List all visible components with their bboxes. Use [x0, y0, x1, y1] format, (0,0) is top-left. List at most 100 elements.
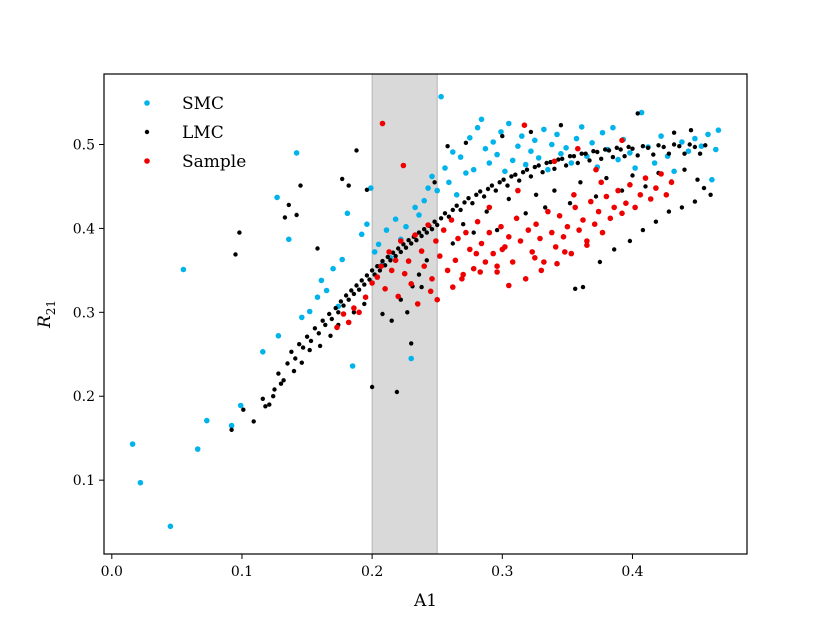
data-point-smc	[403, 223, 409, 230]
data-point-smc	[558, 150, 564, 157]
data-point-sample	[414, 301, 421, 307]
data-point-smc	[709, 176, 715, 183]
data-point-lmc	[312, 326, 318, 331]
data-point-lmc	[343, 293, 349, 298]
data-point-lmc	[281, 378, 286, 383]
data-point-sample	[437, 253, 443, 259]
data-point-sample	[444, 267, 451, 274]
data-point-lmc	[533, 192, 539, 197]
data-point-smc	[318, 277, 325, 284]
data-point-lmc	[300, 345, 306, 350]
data-point-smc	[478, 116, 485, 123]
data-point-lmc	[556, 157, 561, 162]
data-point-lmc	[458, 207, 463, 213]
data-point-smc	[421, 197, 428, 204]
data-point-lmc	[429, 227, 435, 232]
data-point-lmc	[286, 202, 291, 208]
data-point-lmc	[267, 402, 272, 407]
data-point-smc	[568, 160, 575, 166]
data-point-sample	[632, 204, 638, 211]
data-point-sample	[619, 210, 625, 217]
plot-frame	[103, 73, 748, 555]
data-point-sample	[588, 198, 594, 205]
data-point-lmc	[362, 282, 367, 287]
data-point-smc	[578, 124, 585, 130]
data-point-smc	[502, 168, 508, 175]
data-point-smc	[228, 422, 235, 429]
data-point-lmc	[484, 209, 489, 214]
data-point-lmc	[276, 371, 281, 376]
legend-label-smc: SMC	[182, 94, 224, 114]
data-point-lmc	[612, 247, 617, 252]
data-point-sample	[425, 222, 431, 228]
data-point-sample	[568, 250, 575, 257]
data-point-lmc	[687, 142, 692, 147]
data-point-smc	[522, 161, 529, 168]
data-point-sample	[455, 235, 461, 242]
data-point-lmc	[471, 230, 476, 235]
data-point-lmc	[438, 216, 444, 221]
data-point-sample	[513, 215, 520, 222]
data-point-sample	[517, 238, 524, 244]
data-point-lmc	[340, 176, 345, 182]
data-point-smc	[349, 363, 356, 369]
data-point-sample	[463, 229, 469, 236]
data-point-lmc	[282, 215, 288, 220]
data-point-lmc	[320, 318, 325, 323]
data-point-sample	[459, 276, 465, 282]
data-point-sample	[379, 120, 386, 127]
data-point-smc	[306, 308, 313, 315]
data-point-lmc	[500, 133, 505, 139]
y-axis-label-main: R	[35, 315, 55, 329]
data-point-sample	[663, 192, 670, 198]
data-point-lmc	[271, 394, 276, 399]
data-point-lmc	[536, 163, 541, 168]
data-point-sample	[627, 182, 633, 188]
series-sample	[334, 120, 675, 331]
data-point-lmc	[682, 151, 687, 156]
x-tick-label: 0.4	[621, 564, 643, 580]
data-point-smc	[532, 137, 538, 144]
data-point-smc	[438, 93, 444, 100]
data-point-smc	[368, 185, 374, 191]
data-point-sample	[637, 192, 644, 198]
data-point-lmc	[567, 154, 573, 159]
data-point-lmc	[380, 311, 385, 317]
data-point-smc	[314, 294, 321, 301]
data-point-lmc	[450, 241, 455, 246]
data-point-smc	[392, 216, 399, 222]
data-point-smc	[330, 265, 336, 272]
data-point-sample	[340, 311, 347, 317]
data-point-sample	[452, 257, 459, 264]
data-point-lmc	[494, 227, 500, 233]
data-point-lmc	[544, 160, 549, 166]
data-point-lmc	[333, 305, 338, 311]
data-point-lmc	[651, 152, 656, 157]
data-point-sample	[509, 259, 516, 265]
data-point-lmc	[532, 164, 537, 170]
x-axis-label: A1	[413, 591, 437, 611]
data-point-lmc	[406, 238, 411, 243]
x-axis: 0.0 0.1 0.2 0.3 0.4	[101, 554, 644, 580]
data-point-smc	[375, 241, 382, 248]
data-point-lmc	[307, 347, 312, 353]
data-point-smc	[429, 173, 435, 180]
data-point-sample	[619, 137, 625, 144]
data-point-lmc	[571, 154, 577, 159]
data-point-smc	[275, 333, 282, 339]
data-point-lmc	[416, 272, 422, 277]
data-point-sample	[388, 267, 395, 274]
data-point-smc	[528, 148, 534, 154]
data-point-lmc	[442, 211, 448, 216]
data-point-lmc	[481, 194, 487, 199]
data-point-lmc	[474, 192, 479, 197]
y-tick-label: 0.5	[73, 137, 95, 153]
data-point-sample	[392, 257, 399, 264]
legend-marker-smc	[144, 100, 150, 106]
data-point-lmc	[599, 156, 604, 161]
data-point-smc	[129, 441, 136, 447]
y-tick-label: 0.3	[73, 305, 95, 321]
data-point-sample	[564, 223, 571, 230]
data-point-lmc	[552, 166, 557, 171]
data-point-smc	[470, 166, 477, 173]
